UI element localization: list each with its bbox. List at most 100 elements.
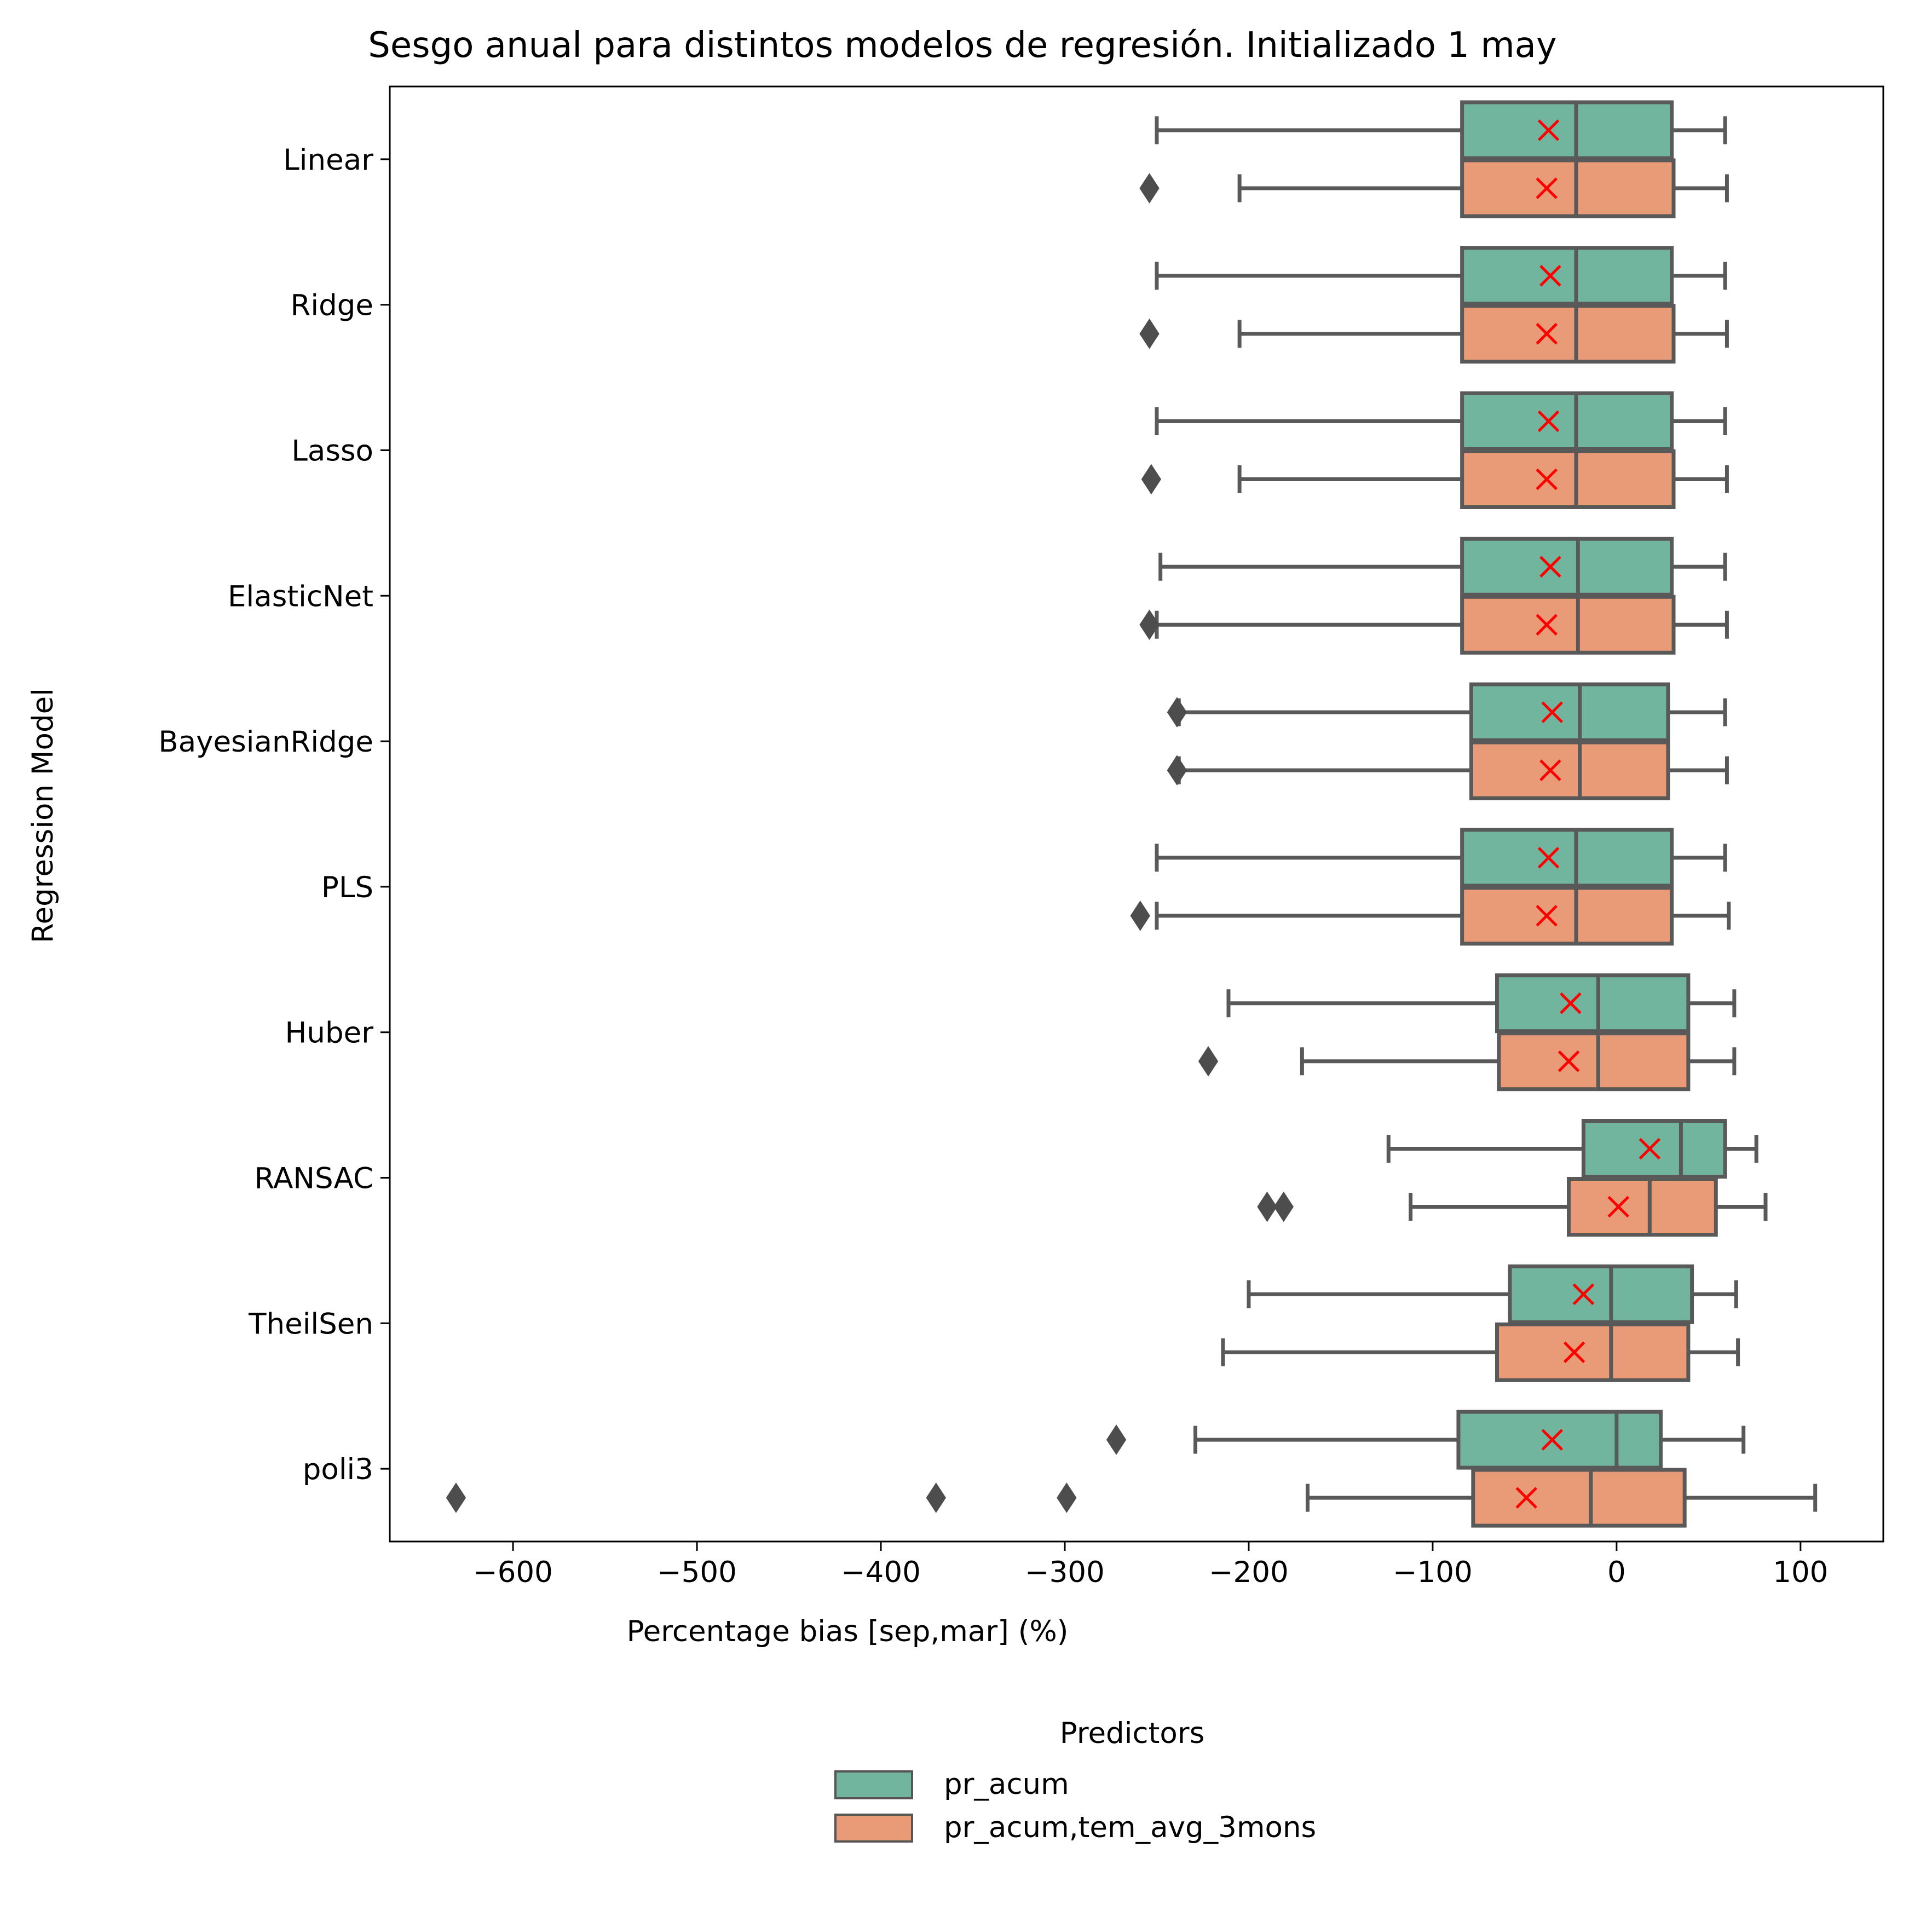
outlier-point	[446, 1482, 466, 1513]
mean-marker	[1536, 905, 1558, 927]
mean-marker	[1541, 701, 1564, 723]
outlier-point	[1139, 173, 1160, 204]
x-tick-label: −300	[1025, 1556, 1105, 1589]
outlier-point	[1130, 900, 1150, 931]
mean-marker	[1537, 410, 1560, 432]
box-1-2	[1141, 449, 1729, 509]
y-tick-label: RANSAC	[254, 1162, 373, 1196]
iqr-box	[1567, 1177, 1718, 1237]
box-1-5	[1130, 886, 1731, 946]
outlier-point	[1257, 1191, 1277, 1222]
mean-marker	[1607, 1196, 1629, 1218]
outlier-point	[1057, 1482, 1077, 1513]
box-0-0	[1155, 100, 1727, 160]
iqr-box	[1460, 158, 1676, 218]
outlier-point	[1141, 464, 1162, 495]
mean-marker	[1536, 468, 1558, 490]
x-tick-label: −200	[1209, 1556, 1289, 1589]
mean-marker	[1536, 177, 1558, 199]
box-0-4	[1167, 682, 1727, 742]
iqr-box	[1460, 391, 1674, 451]
outlier-point	[1139, 609, 1160, 640]
box-1-0	[1139, 158, 1729, 218]
outlier-point	[1167, 697, 1187, 728]
y-tick-label: Lasso	[291, 435, 373, 468]
x-tick-label: −600	[473, 1556, 553, 1589]
mean-marker	[1558, 1050, 1580, 1072]
y-tick-label: BayesianRidge	[158, 725, 373, 759]
outlier-point	[1139, 318, 1160, 349]
iqr-box	[1469, 740, 1670, 800]
legend-title: Predictors	[1060, 1717, 1204, 1750]
x-axis-label: Percentage bias [sep,mar] (%)	[627, 1615, 1069, 1648]
y-tick-label: Ridge	[291, 289, 373, 322]
mean-marker	[1639, 1138, 1661, 1160]
iqr-box	[1495, 973, 1691, 1034]
legend-swatch-pr-acum	[834, 1770, 913, 1799]
iqr-box	[1460, 100, 1674, 160]
mean-marker	[1541, 1429, 1564, 1451]
iqr-box	[1581, 1119, 1727, 1179]
outlier-point	[1198, 1046, 1219, 1077]
y-tick-label: ElasticNet	[228, 580, 373, 613]
box-1-1	[1139, 304, 1729, 364]
legend-swatch-pr-acum-tem-avg-3mons	[834, 1814, 913, 1843]
iqr-box	[1508, 1264, 1694, 1324]
outlier-point	[1273, 1191, 1294, 1222]
box-0-3	[1158, 536, 1727, 597]
y-tick-label: TheilSen	[248, 1307, 373, 1341]
iqr-box	[1497, 1031, 1691, 1092]
box-0-1	[1155, 246, 1727, 306]
box-0-6	[1226, 973, 1737, 1034]
mean-marker	[1539, 264, 1561, 287]
x-tick-label: 0	[1607, 1556, 1626, 1589]
outlier-point	[1167, 755, 1187, 786]
y-tick-label: PLS	[321, 871, 373, 904]
legend: Predictors pr_acum pr_acum,tem_avg_3mons	[834, 1717, 1316, 1844]
iqr-box	[1460, 246, 1674, 306]
box-1-8	[1221, 1322, 1740, 1382]
iqr-box	[1456, 1410, 1663, 1470]
iqr-box	[1460, 886, 1674, 946]
mean-marker	[1572, 1283, 1595, 1306]
mean-marker	[1537, 847, 1560, 869]
iqr-box	[1471, 1468, 1687, 1528]
mean-marker	[1537, 119, 1560, 141]
mean-marker	[1536, 322, 1558, 345]
iqr-box	[1460, 828, 1674, 888]
box-1-6	[1198, 1031, 1737, 1092]
y-tick-label: poli3	[303, 1453, 373, 1486]
x-tick-label: −400	[841, 1556, 921, 1589]
iqr-box	[1495, 1322, 1691, 1382]
iqr-box	[1460, 304, 1676, 364]
box-0-2	[1155, 391, 1727, 451]
mean-marker	[1515, 1487, 1538, 1509]
box-1-3	[1139, 594, 1729, 655]
box-1-9	[446, 1468, 1818, 1528]
mean-marker	[1536, 614, 1558, 636]
legend-label-pr-acum: pr_acum	[944, 1768, 1069, 1801]
outlier-point	[926, 1482, 946, 1513]
iqr-box	[1469, 682, 1670, 742]
chart-title: Sesgo anual para distintos modelos de re…	[368, 25, 1557, 66]
x-tick-label: −100	[1393, 1556, 1473, 1589]
mean-marker	[1539, 759, 1561, 781]
box-0-5	[1155, 828, 1727, 888]
plot-frame	[389, 85, 1884, 1543]
iqr-box	[1460, 594, 1676, 655]
y-axis-label: Regression Model	[26, 688, 60, 943]
outlier-point	[1106, 1424, 1127, 1455]
mean-marker	[1563, 1341, 1585, 1364]
mean-marker	[1539, 556, 1561, 578]
x-tick-label: 100	[1773, 1556, 1828, 1589]
iqr-box	[1460, 536, 1674, 597]
box-1-4	[1167, 740, 1729, 800]
mean-marker	[1560, 992, 1582, 1014]
y-tick-label: Linear	[283, 143, 373, 177]
box-0-7	[1386, 1119, 1758, 1179]
box-0-9	[1106, 1410, 1746, 1470]
iqr-box	[1460, 449, 1676, 509]
legend-label-pr-acum-tem-avg-3mons: pr_acum,tem_avg_3mons	[944, 1811, 1316, 1844]
plot-area: −600 −500 −400 −300 −200 −100 0 100 Linear Ridge L…	[158, 85, 1884, 1589]
